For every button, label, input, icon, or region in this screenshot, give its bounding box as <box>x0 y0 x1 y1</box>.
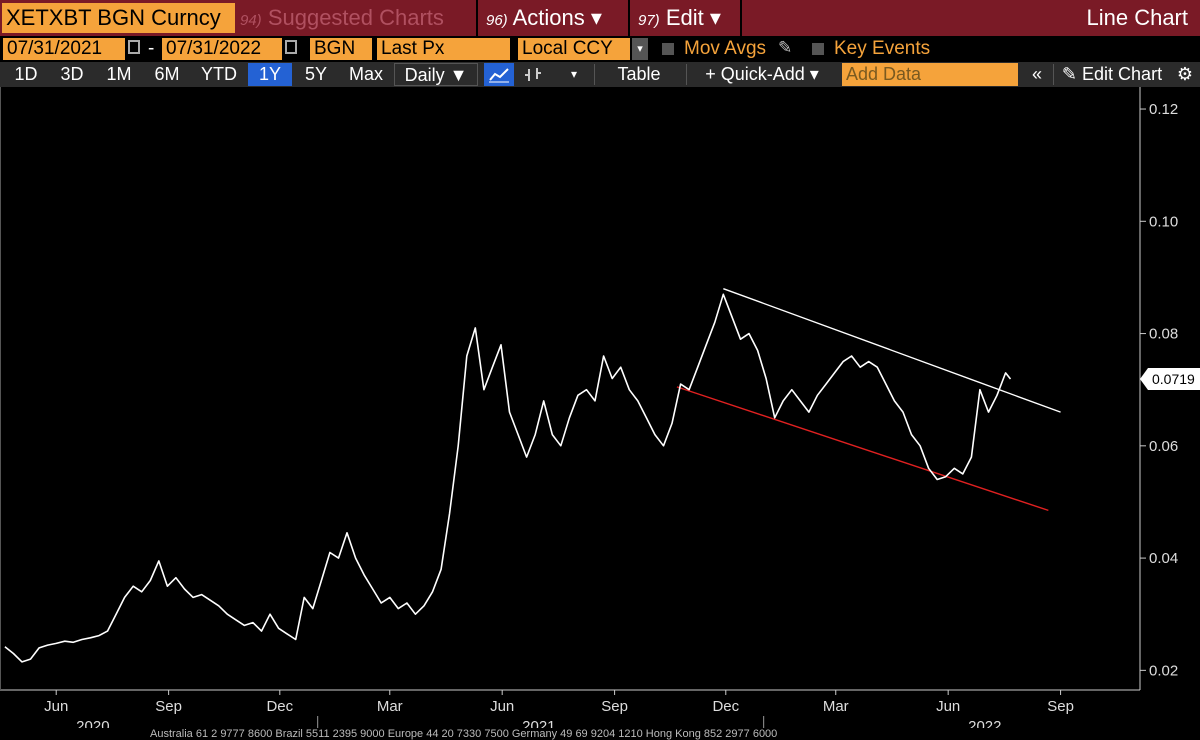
divider <box>740 0 742 36</box>
range-button-3d[interactable]: 3D <box>60 64 84 84</box>
quick-add-button[interactable]: + Quick-Add ▾ <box>705 64 819 84</box>
x-tick-label: Sep <box>601 698 628 715</box>
y-tick-label: 0.06 <box>1149 438 1178 455</box>
y-tick-label: 0.04 <box>1149 550 1178 567</box>
menu-number: 97) <box>638 12 660 29</box>
menu-number: 94) <box>240 12 262 29</box>
calendar-icon[interactable] <box>285 40 297 54</box>
x-year-label: 2020 <box>76 718 109 728</box>
line-chart-icon[interactable] <box>484 63 514 86</box>
range-button-max[interactable]: Max <box>348 64 383 84</box>
range-button-ytd[interactable]: YTD <box>201 64 237 84</box>
y-tick-label: 0.08 <box>1149 326 1178 343</box>
date-dash: - <box>148 38 155 59</box>
x-year-label: 2021 <box>522 718 555 728</box>
gear-icon[interactable]: ⚙ <box>1176 64 1194 84</box>
divider <box>594 64 595 85</box>
range-button-1m[interactable]: 1M <box>106 64 132 84</box>
x-tick-label: Dec <box>266 698 293 715</box>
mov-avgs-checkbox[interactable] <box>662 43 674 55</box>
x-tick-label: Mar <box>377 698 403 715</box>
menu-label: Edit ▾ <box>665 5 721 30</box>
price-field[interactable]: Last Px <box>377 38 510 60</box>
range-button-6m[interactable]: 6M <box>154 64 180 84</box>
currency-dropdown-icon[interactable]: ▾ <box>632 38 648 60</box>
mov-avgs-label: Mov Avgs <box>684 38 767 59</box>
x-tick-label: Sep <box>1047 698 1074 715</box>
bar-chart-icon[interactable] <box>518 63 548 86</box>
menu-actions[interactable]: 96) Actions ▾ <box>486 3 602 33</box>
calendar-icon[interactable] <box>128 40 140 54</box>
chart-type-dropdown-icon[interactable]: ▾ <box>570 67 578 81</box>
header-bar: XETXBT BGN Curncy 94) Suggested Charts 9… <box>0 0 1200 36</box>
divider <box>1053 64 1054 85</box>
divider <box>476 0 478 36</box>
collapse-icon[interactable]: « <box>1031 64 1042 84</box>
x-year-label: 2022 <box>968 718 1001 728</box>
x-tick-label: Jun <box>936 698 960 715</box>
key-events-checkbox[interactable] <box>812 43 824 55</box>
y-tick-label: 0.12 <box>1149 101 1178 118</box>
edit-chart-label: Edit Chart <box>1082 64 1163 84</box>
menu-suggested-charts[interactable]: 94) Suggested Charts <box>240 3 444 33</box>
y-tick-label: 0.02 <box>1149 662 1178 679</box>
edit-chart-button[interactable]: ✎ Edit Chart <box>1056 63 1168 86</box>
key-events-label: Key Events <box>834 38 931 59</box>
price-series-line <box>4 293 1012 663</box>
x-tick-label: Jun <box>44 698 68 715</box>
x-tick-label: Dec <box>712 698 739 715</box>
trend-line <box>723 287 1061 413</box>
controls-bar: 07/31/2021 - 07/31/2022 BGN Last Px Loca… <box>0 36 1200 62</box>
start-date-field[interactable]: 07/31/2021 <box>3 38 125 60</box>
currency-select[interactable]: Local CCY <box>518 38 630 60</box>
range-button-5y[interactable]: 5Y <box>304 64 328 84</box>
footer-contacts: Australia 61 2 9777 8600 Brazil 5511 239… <box>150 728 778 740</box>
chart-type-title: Line Chart <box>1086 5 1188 30</box>
menu-number: 96) <box>486 12 508 29</box>
toolbar: 1D 3D 1M 6M YTD 1Y 5Y Max Daily ▼ ▾ Tabl… <box>0 62 1200 87</box>
menu-label: Actions ▾ <box>512 5 602 30</box>
table-button[interactable]: Table <box>617 64 661 84</box>
divider <box>628 0 630 36</box>
x-tick-label: Mar <box>823 698 849 715</box>
end-date-field[interactable]: 07/31/2022 <box>162 38 282 60</box>
source-field[interactable]: BGN <box>310 38 372 60</box>
y-tick-label: 0.10 <box>1149 213 1178 230</box>
frequency-select[interactable]: Daily ▼ <box>394 63 478 86</box>
ticker-field[interactable]: XETXBT BGN Curncy <box>2 3 235 33</box>
pencil-icon: ✎ <box>1061 64 1078 84</box>
trend-line <box>676 386 1049 512</box>
menu-label: Suggested Charts <box>267 5 444 30</box>
x-tick-label: Sep <box>155 698 182 715</box>
price-chart[interactable]: 0.02 0.04 0.06 0.08 0.10 0.12 Jun Sep Dec Mar Jun S… <box>0 87 1200 728</box>
menu-edit[interactable]: 97) Edit ▾ <box>638 3 721 33</box>
last-value-label: 0.0719 <box>1152 371 1195 387</box>
pencil-icon[interactable]: ✎ <box>778 38 793 57</box>
range-button-1d[interactable]: 1D <box>14 64 38 84</box>
x-tick-label: Jun <box>490 698 514 715</box>
divider <box>686 64 687 85</box>
last-value-badge <box>1140 368 1200 391</box>
range-button-1y[interactable]: 1Y <box>248 63 292 86</box>
add-data-input[interactable]: Add Data <box>842 63 1018 86</box>
